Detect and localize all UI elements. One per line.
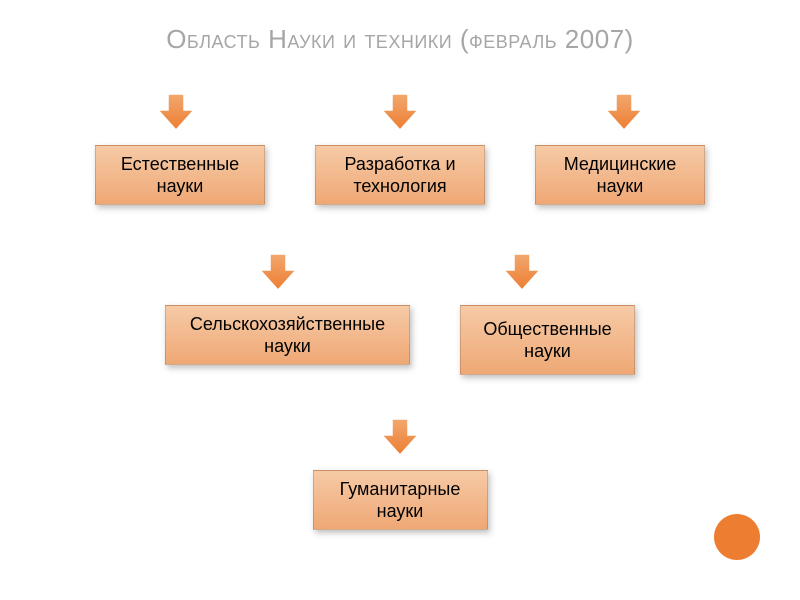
row3-arrows: [0, 415, 800, 459]
box-medical-sciences: Медицинские науки: [535, 145, 705, 205]
arrow-down-icon: [602, 90, 646, 134]
row2-boxes: Сельскохозяйственные науки Общественные …: [0, 305, 800, 375]
arrow-down-icon: [378, 415, 422, 459]
box-social-sciences: Общественные науки: [460, 305, 635, 375]
box-development-technology: Разработка и технология: [315, 145, 485, 205]
box-humanities: Гуманитарные науки: [313, 470, 488, 530]
arrow-down-icon: [256, 250, 300, 294]
arrow-down-icon: [154, 90, 198, 134]
arrow-down-icon: [378, 90, 422, 134]
row1-boxes: Естественные науки Разработка и технолог…: [0, 145, 800, 205]
arrow-down-icon: [500, 250, 544, 294]
box-agricultural-sciences: Сельскохозяйственные науки: [165, 305, 410, 365]
row2-arrows: [0, 250, 800, 294]
row3-boxes: Гуманитарные науки: [0, 470, 800, 530]
page-title: Область Науки и техники (февраль 2007): [0, 0, 800, 55]
row1-arrows: [0, 90, 800, 134]
accent-circle-icon: [714, 514, 760, 560]
box-natural-sciences: Естественные науки: [95, 145, 265, 205]
